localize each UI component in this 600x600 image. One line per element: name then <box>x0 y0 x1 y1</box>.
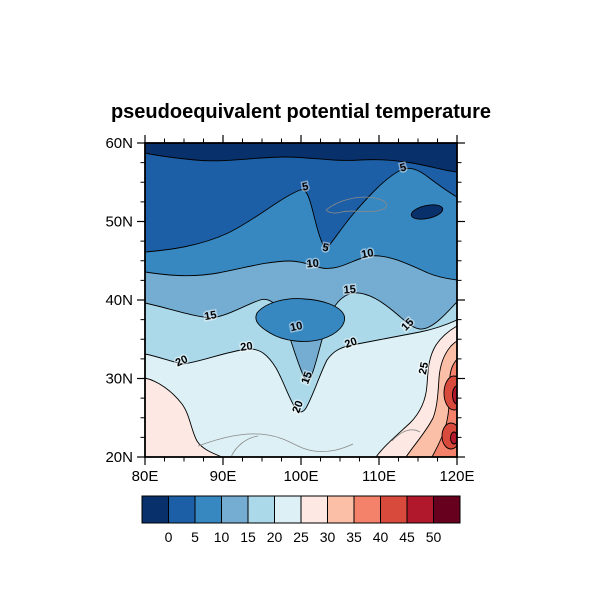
x-axis-tick-label: 90E <box>210 468 237 485</box>
colorbar-cell <box>406 495 434 524</box>
colorbar-tick-label: 35 <box>346 529 362 545</box>
colorbar: 0 5 10 15 20 25 30 35 40 45 50 <box>141 495 461 545</box>
y-axis-tick-label: 50N <box>105 214 133 231</box>
colorbar-cell <box>168 495 196 524</box>
map-outline-coast <box>197 433 354 452</box>
x-axis-tick-label: 110E <box>362 468 396 485</box>
blob-5-10 <box>255 298 346 342</box>
contour-label-15: 15 <box>299 370 314 386</box>
colorbar-tick-label: 15 <box>240 529 256 545</box>
map-outline-border <box>230 435 259 457</box>
contour-label-20: 20 <box>240 340 254 354</box>
blob-45-50 <box>452 385 457 405</box>
contour-label-25: 25 <box>417 361 431 375</box>
colorbar-tick-label: 50 <box>426 529 442 545</box>
y-axis-tick-label: 60N <box>105 135 133 152</box>
colorbar-tick-label: 45 <box>399 529 415 545</box>
colorbar-cell <box>247 495 275 524</box>
chart-title: pseudoequivalent potential temperature <box>111 101 491 123</box>
contour-label-10: 10 <box>306 258 319 271</box>
blob-45-50 <box>450 431 457 445</box>
blob-below-0 <box>410 204 444 220</box>
band-25-30-left <box>145 377 223 457</box>
colorbar-cell <box>353 495 381 524</box>
map-outline-coast <box>391 429 421 442</box>
colorbar-tick-label: 0 <box>165 529 173 545</box>
band-below-0 <box>145 143 457 173</box>
x-axis-tick-label: 100E <box>283 468 318 485</box>
colorbar-cell <box>274 495 302 524</box>
x-axis-tick-label: 120E <box>439 468 474 485</box>
axis-ticks: 80E 90E 100E 110E 120E 60N 50N 40N 30N 20N <box>105 135 475 485</box>
x-axis-tick-label: 80E <box>132 468 159 485</box>
contour-label-15: 15 <box>203 309 217 323</box>
colorbar-tick-label: 40 <box>373 529 389 545</box>
colorbar-tick-label: 25 <box>293 529 309 545</box>
contour-label-10: 10 <box>360 247 374 261</box>
contour-label-10: 10 <box>289 320 303 334</box>
colorbar-tick-label: 5 <box>191 529 199 545</box>
contour-label-15: 15 <box>343 284 356 297</box>
contour-label-20: 20 <box>290 399 305 415</box>
contour-label-5: 5 <box>321 242 329 255</box>
colorbar-cell <box>380 495 408 524</box>
contour-label-20: 20 <box>343 335 359 350</box>
colorbar-cell <box>141 495 169 524</box>
colorbar-cell <box>221 495 249 524</box>
y-axis-tick-label: 20N <box>105 449 133 466</box>
colorbar-cell <box>194 495 222 524</box>
contour-labels: 5 5 5 10 10 10 15 15 15 15 20 20 20 20 2… <box>172 160 433 416</box>
colorbar-tick-label: 20 <box>267 529 283 545</box>
map-outline-lake <box>325 196 387 214</box>
colorbar-tick-label: 10 <box>214 529 230 545</box>
band-0-5 <box>145 143 457 253</box>
contour-label-5: 5 <box>301 181 309 194</box>
colorbar-tick-label: 30 <box>320 529 336 545</box>
colorbar-cell <box>433 495 461 524</box>
y-axis-tick-label: 40N <box>105 292 133 309</box>
y-axis-tick-label: 30N <box>105 371 133 388</box>
contour-field <box>145 143 457 457</box>
colorbar-cell <box>300 495 328 524</box>
colorbar-cell <box>327 495 355 524</box>
